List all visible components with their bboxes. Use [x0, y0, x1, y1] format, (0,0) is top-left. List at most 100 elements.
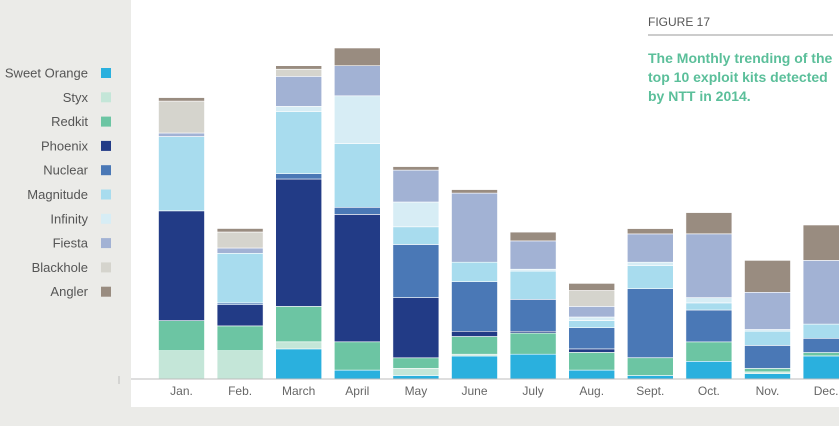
bar-phoenix-jan- — [158, 210, 205, 321]
bar-fiesta-nov- — [744, 291, 791, 330]
bar-redkit-sept- — [626, 357, 674, 376]
bar-fiesta-jan- — [158, 132, 205, 137]
bar-phoenix-march — [275, 178, 323, 307]
legend-swatch-fiesta — [101, 238, 111, 249]
bar-infinity-sept- — [626, 261, 674, 267]
legend-swatch-angler — [101, 286, 111, 297]
bar-sweet-orange-june — [451, 355, 498, 380]
bar-magnitude-june — [451, 261, 498, 283]
bar-phoenix-june — [451, 330, 498, 337]
bar-fiesta-june — [451, 192, 498, 263]
bar-magnitude-dec- — [802, 323, 839, 339]
bar-angler-sept- — [626, 228, 674, 235]
bar-angler-july — [509, 231, 557, 242]
legend-label-infinity: Infinity — [50, 211, 88, 226]
bar-blackhole-march — [275, 69, 323, 77]
bar-fiesta-april — [333, 65, 381, 97]
x-tick-label: Aug. — [579, 384, 604, 398]
legend-label-magnitude: Magnitude — [27, 187, 88, 202]
bar-sweet-orange-aug- — [568, 369, 616, 380]
bar-nuclear-march — [275, 173, 323, 180]
legend-swatch-phoenix — [101, 140, 111, 151]
legend-label-styx: Styx — [63, 90, 89, 105]
bar-angler-aug- — [568, 283, 616, 291]
bar-nuclear-june — [451, 281, 498, 332]
bar-fiesta-july — [509, 240, 557, 270]
bar-styx-feb- — [216, 350, 264, 380]
bar-phoenix-may — [392, 297, 440, 359]
legend: Sweet Orange Styx Redkit Phoenix Nuclear Magn… — [5, 66, 111, 299]
bar-fiesta-feb- — [216, 247, 264, 254]
bar-sweet-orange-oct- — [685, 360, 733, 380]
bar-nuclear-nov- — [744, 345, 791, 369]
bar-angler-june — [451, 189, 498, 194]
figure-label: FIGURE 17 — [648, 15, 710, 29]
legend-swatch-infinity — [101, 213, 111, 224]
bar-styx-jan- — [158, 350, 205, 380]
bar-angler-feb- — [216, 228, 264, 233]
bar-magnitude-nov- — [744, 330, 791, 346]
bar-nuclear-dec- — [802, 337, 839, 353]
bar-redkit-april — [333, 341, 381, 371]
legend-label-phoenix: Phoenix — [41, 138, 88, 153]
bar-redkit-aug- — [568, 352, 616, 371]
bar-infinity-oct- — [685, 297, 733, 304]
x-tick-labels: Jan. Feb. March April May June July Aug. Sept. Oc… — [170, 384, 838, 398]
bar-sweet-orange-march — [275, 348, 323, 380]
bar-nuclear-oct- — [685, 309, 733, 343]
legend-label-sweet-orange: Sweet Orange — [5, 66, 88, 81]
bar-styx-may — [392, 368, 440, 376]
bar-redkit-march — [275, 306, 323, 343]
legend-label-nuclear: Nuclear — [43, 163, 88, 178]
x-tick-label: Dec. — [814, 384, 839, 398]
legend-swatch-blackhole — [101, 262, 111, 273]
x-tick-label: Nov. — [756, 384, 780, 398]
bar-angler-oct- — [685, 212, 733, 235]
bar-magnitude-oct- — [685, 302, 733, 311]
bar-phoenix-feb- — [216, 304, 264, 327]
x-tick-label: May — [405, 384, 428, 398]
x-tick-label: March — [282, 384, 315, 398]
x-tick-label: Feb. — [228, 384, 252, 398]
bar-redkit-may — [392, 357, 440, 369]
bar-fiesta-may — [392, 169, 440, 203]
bar-sweet-orange-may — [392, 375, 440, 380]
x-tick-label: Oct. — [698, 384, 720, 398]
bar-infinity-july — [509, 268, 557, 272]
bar-phoenix-april — [333, 214, 381, 343]
x-tick-label: June — [461, 384, 487, 398]
bar-redkit-june — [451, 336, 498, 355]
bar-angler-jan- — [158, 97, 205, 102]
bar-blackhole-jan- — [158, 100, 205, 134]
bar-magnitude-feb- — [216, 253, 264, 304]
bar-nuclear-july — [509, 299, 557, 332]
bar-sweet-orange-july — [509, 353, 557, 380]
bar-infinity-aug- — [568, 316, 616, 321]
bar-magnitude-sept- — [626, 265, 674, 290]
bar-blackhole-feb- — [216, 231, 264, 249]
bar-sweet-orange-dec- — [802, 355, 839, 380]
bar-infinity-april — [333, 95, 381, 144]
legend-swatch-sweet-orange — [101, 68, 111, 78]
bar-angler-march — [275, 65, 323, 70]
legend-swatch-nuclear — [101, 165, 111, 176]
bar-redkit-oct- — [685, 341, 733, 362]
chart-title-line-1: The Monthly trending of the — [648, 50, 833, 66]
bar-infinity-march — [275, 106, 323, 113]
bar-redkit-feb- — [216, 325, 264, 351]
bar-angler-may — [392, 166, 440, 171]
bar-sweet-orange-nov- — [744, 373, 791, 380]
legend-label-fiesta: Fiesta — [53, 236, 89, 251]
bar-angler-dec- — [802, 224, 839, 261]
legend-label-redkit: Redkit — [51, 114, 88, 129]
legend-label-angler: Angler — [50, 284, 88, 299]
chart-title-line-3: by NTT in 2014. — [648, 88, 751, 104]
bar-fiesta-march — [275, 76, 323, 107]
x-tick-label: Sept. — [636, 384, 664, 398]
legend-swatch-magnitude — [101, 189, 111, 200]
bar-nuclear-sept- — [626, 288, 674, 359]
x-tick-label: July — [522, 384, 543, 398]
bar-nuclear-aug- — [568, 327, 616, 350]
bar-magnitude-jan- — [158, 136, 205, 212]
